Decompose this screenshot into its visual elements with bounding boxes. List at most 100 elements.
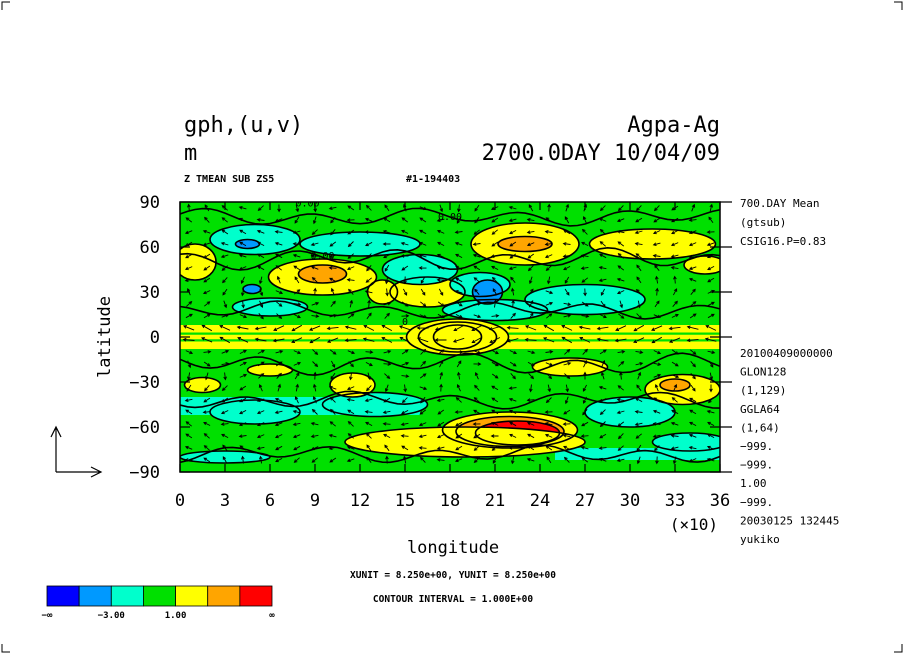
wind-vector-164 [436,265,445,270]
wind-vector-50 [545,217,552,223]
wind-vector-466 [474,384,480,391]
colorbar-swatch [175,585,209,607]
wind-vector-612 [401,445,409,451]
wind-vector-283 [419,314,428,319]
wind-vector-567 [670,421,679,426]
wind-vector-199 [528,276,533,285]
wind-vector-467 [491,385,499,391]
wind-vector-25 [635,205,642,212]
wind-vector-109 [526,242,535,247]
wind-vector-305 [273,325,285,331]
wind-vector-428 [330,372,336,380]
wind-vector-64 [256,229,265,234]
wind-vector-534 [616,410,625,415]
wind-vector-101 [382,242,391,246]
wind-vector-236 [655,287,659,296]
wind-vector-144 [617,252,624,259]
wind-vector-14 [439,204,444,213]
wind-vector-364 [257,349,265,354]
wind-vector-506 [653,397,661,403]
wind-vector-497 [491,397,499,403]
wind-vector-613 [418,446,427,450]
wind-vector-48 [508,218,517,223]
wind-vector-535 [634,410,643,414]
x-tick-label: 12 [350,491,370,511]
wind-vector-578 [328,433,337,438]
wind-vector-458 [328,385,337,390]
shaded-region-30 [330,373,375,397]
wind-vector-538 [689,409,697,415]
wind-vector-501 [564,396,569,405]
wind-vector-482 [221,397,229,403]
wind-vector-442 [583,371,587,380]
wind-vector-621 [563,445,571,450]
wind-vector-269 [707,301,715,307]
wind-vector-349 [524,337,537,342]
wind-vector-264 [619,300,624,309]
wind-vector-354 [614,338,627,343]
shaded-region-2 [406,319,509,355]
wind-vector-286 [473,314,482,319]
wind-vector-447 [671,374,680,379]
wind-vector-267 [672,300,678,307]
wind-vector-409 [527,361,535,367]
wind-vector-619 [527,445,535,451]
wind-vector-9 [347,205,355,211]
wind-vector-367 [312,349,319,356]
wind-vector-400 [365,362,373,367]
wind-vector-158 [328,266,337,270]
wind-vector-234 [616,290,625,295]
wind-vector-525 [454,410,463,414]
wind-vector-224 [438,288,444,296]
wind-vector-553 [418,422,427,427]
colorbar-swatch [143,585,176,607]
wind-vector-483 [239,397,247,403]
wind-vector-83 [599,228,606,235]
wind-vector-645 [454,458,463,463]
wind-vector-382 [582,348,588,355]
wind-vector-627 [670,446,679,451]
contour-line-29 [659,378,691,392]
wind-vector-198 [510,276,516,283]
wind-vector-329 [705,324,717,331]
wind-vector-473 [598,385,607,390]
wind-vector-413 [601,359,606,368]
wind-vector-341 [381,336,393,343]
wind-vector-654 [616,458,625,463]
wind-vector-408 [509,361,517,367]
wind-vector-250 [367,299,371,308]
wind-vector-96 [292,242,301,246]
wind-vector-381 [564,348,571,355]
colorbar: −∞ −3.00 1.00 ∞ [42,585,275,621]
wind-vector-435 [456,371,461,380]
wind-vector-53 [598,217,607,222]
contour-interval-note: CONTOUR INTERVAL = 1.000E+00 [373,594,533,605]
wind-vector-131 [383,254,391,259]
wind-vector-514 [256,410,265,415]
shaded-region-29 [660,379,690,391]
unit-note: XUNIT = 8.250e+00, YUNIT = 8.250e+00 [350,570,556,581]
wind-vector-124 [257,253,265,259]
wind-vector-235 [635,288,642,295]
wind-vector-294 [618,313,625,319]
shaded-region-22 [243,284,261,294]
wind-vector-557 [490,421,499,426]
wind-vector-518 [330,408,336,415]
wind-vector-321 [561,325,573,331]
wind-vector-303 [236,325,249,330]
subtitle-left: Z TMEAN SUB ZS5 [184,174,274,185]
wind-vector-623 [598,446,607,450]
wind-vector-517 [311,408,318,415]
wind-vector-355 [633,337,645,343]
wind-vector-460 [366,385,372,392]
wind-vector-494 [436,398,445,403]
zonal-contour-3 [180,352,720,377]
shaded-region-16 [235,239,260,249]
wind-vector-572 [221,433,229,438]
wind-vector-150 [184,266,193,271]
wind-vector-562 [581,421,589,427]
info-line: 20100409000000 [740,347,833,360]
wind-vector-161 [384,264,390,272]
wind-vector-359 [704,337,717,342]
wind-vector-569 [707,421,715,426]
